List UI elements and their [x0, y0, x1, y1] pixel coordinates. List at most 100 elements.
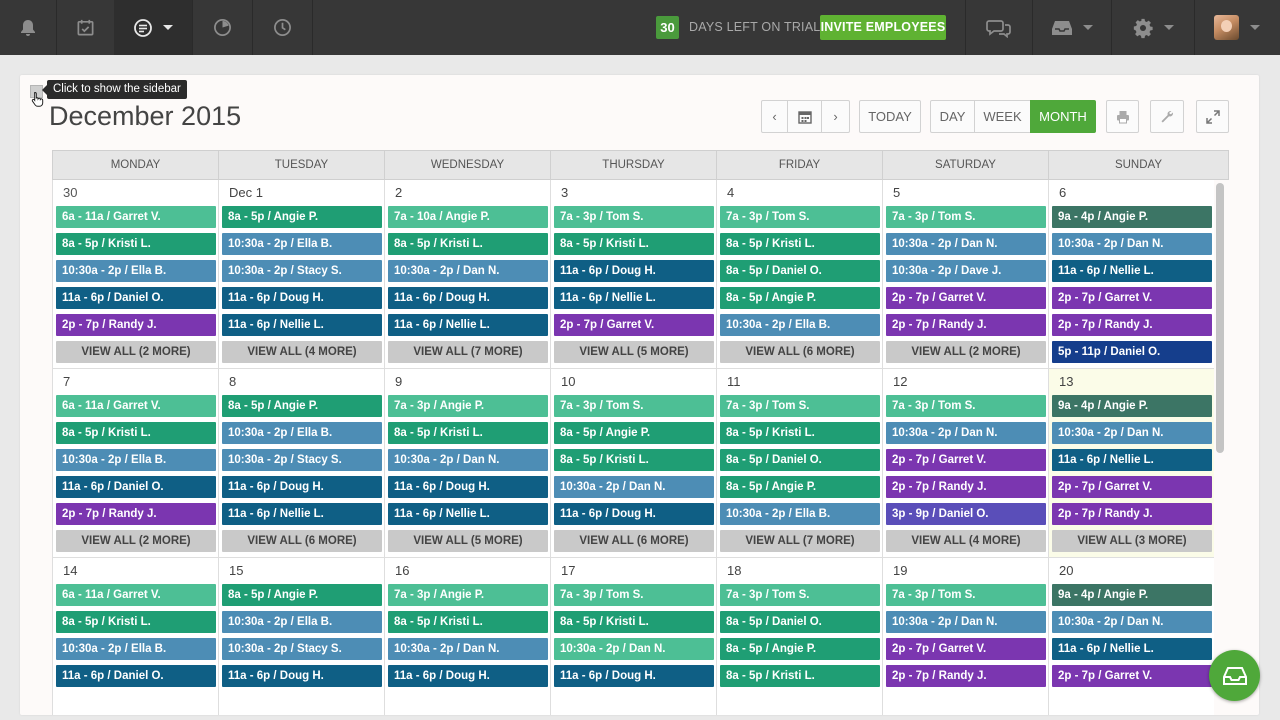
- shift-block[interactable]: 8a - 5p / Kristi L.: [56, 611, 216, 633]
- calendar-day-cell[interactable]: 5 7a - 3p / Tom S. 10:30a - 2p / Dan N. 10:…: [882, 180, 1048, 369]
- shift-block[interactable]: 10:30a - 2p / Dan N.: [886, 422, 1046, 444]
- view-all-button[interactable]: VIEW ALL (7 MORE): [720, 530, 880, 552]
- calendar-day-cell[interactable]: 3 7a - 3p / Tom S. 8a - 5p / Kristi L. 11a …: [550, 180, 716, 369]
- shift-block[interactable]: 7a - 3p / Tom S.: [554, 395, 714, 417]
- messages-button[interactable]: [965, 0, 1032, 55]
- shift-block[interactable]: 7a - 3p / Tom S.: [886, 206, 1046, 228]
- shift-block[interactable]: 10:30a - 2p / Dan N.: [1052, 422, 1212, 444]
- shift-block[interactable]: 10:30a - 2p / Stacy S.: [222, 260, 382, 282]
- shift-block[interactable]: 11a - 6p / Nellie L.: [554, 287, 714, 309]
- view-all-button[interactable]: VIEW ALL (6 MORE): [222, 530, 382, 552]
- shift-block[interactable]: 7a - 3p / Tom S.: [886, 395, 1046, 417]
- calendar-day-cell[interactable]: 8 8a - 5p / Angie P. 10:30a - 2p / Ella B.…: [218, 369, 384, 558]
- shift-block[interactable]: 2p - 7p / Garret V.: [554, 314, 714, 336]
- inbox-dropdown-button[interactable]: [1032, 0, 1111, 55]
- shift-block[interactable]: 2p - 7p / Garret V.: [1052, 665, 1212, 687]
- next-month-button[interactable]: ›: [821, 100, 850, 133]
- shift-block[interactable]: 2p - 7p / Garret V.: [1052, 287, 1212, 309]
- view-all-button[interactable]: VIEW ALL (6 MORE): [720, 341, 880, 363]
- account-dropdown-button[interactable]: [1194, 0, 1280, 55]
- shift-block[interactable]: 2p - 7p / Garret V.: [886, 449, 1046, 471]
- shift-block[interactable]: 11a - 6p / Doug H.: [222, 287, 382, 309]
- shift-block[interactable]: 2p - 7p / Randy J.: [1052, 314, 1212, 336]
- calendar-day-cell[interactable]: 16 7a - 3p / Angie P. 8a - 5p / Kristi L. 1…: [384, 558, 550, 715]
- shift-block[interactable]: 2p - 7p / Randy J.: [886, 476, 1046, 498]
- shift-block[interactable]: 8a - 5p / Kristi L.: [388, 422, 548, 444]
- calendar-day-cell[interactable]: 9 7a - 3p / Angie P. 8a - 5p / Kristi L. 10…: [384, 369, 550, 558]
- shift-block[interactable]: 9a - 4p / Angie P.: [1052, 206, 1212, 228]
- shift-block[interactable]: 9a - 4p / Angie P.: [1052, 584, 1212, 606]
- shift-block[interactable]: 6a - 11a / Garret V.: [56, 584, 216, 606]
- shift-block[interactable]: 10:30a - 2p / Ella B.: [222, 422, 382, 444]
- view-all-button[interactable]: VIEW ALL (2 MORE): [56, 530, 216, 552]
- shift-block[interactable]: 2p - 7p / Randy J.: [56, 503, 216, 525]
- shift-block[interactable]: 8a - 5p / Kristi L.: [720, 233, 880, 255]
- shift-block[interactable]: 2p - 7p / Randy J.: [886, 665, 1046, 687]
- calendar-day-cell[interactable]: 20 9a - 4p / Angie P. 10:30a - 2p / Dan N.…: [1048, 558, 1214, 715]
- view-all-button[interactable]: VIEW ALL (4 MORE): [886, 530, 1046, 552]
- view-all-button[interactable]: VIEW ALL (5 MORE): [554, 341, 714, 363]
- shift-block[interactable]: 11a - 6p / Doug H.: [554, 503, 714, 525]
- shift-block[interactable]: 8a - 5p / Angie P.: [222, 206, 382, 228]
- shift-block[interactable]: 11a - 6p / Nellie L.: [222, 503, 382, 525]
- shift-block[interactable]: 8a - 5p / Kristi L.: [554, 449, 714, 471]
- reports-button[interactable]: [192, 0, 253, 55]
- shift-block[interactable]: 10:30a - 2p / Stacy S.: [222, 638, 382, 660]
- view-all-button[interactable]: VIEW ALL (3 MORE): [1052, 530, 1212, 552]
- calendar-day-cell[interactable]: 18 7a - 3p / Tom S. 8a - 5p / Daniel O. 8a …: [716, 558, 882, 715]
- shift-block[interactable]: 10:30a - 2p / Ella B.: [222, 611, 382, 633]
- view-all-button[interactable]: VIEW ALL (5 MORE): [388, 530, 548, 552]
- shift-block[interactable]: 8a - 5p / Angie P.: [720, 287, 880, 309]
- today-button[interactable]: TODAY: [859, 100, 921, 133]
- calendar-day-cell[interactable]: 4 7a - 3p / Tom S. 8a - 5p / Kristi L. 8a -…: [716, 180, 882, 369]
- inbox-floating-button[interactable]: [1209, 650, 1260, 701]
- shift-block[interactable]: 8a - 5p / Kristi L.: [554, 233, 714, 255]
- shift-block[interactable]: 7a - 3p / Tom S.: [886, 584, 1046, 606]
- shift-block[interactable]: 7a - 3p / Angie P.: [388, 395, 548, 417]
- calendar-day-cell[interactable]: Dec 1 8a - 5p / Angie P. 10:30a - 2p / Ell…: [218, 180, 384, 369]
- shift-block[interactable]: 7a - 3p / Tom S.: [554, 206, 714, 228]
- invite-employees-button[interactable]: INVITE EMPLOYEES: [820, 15, 946, 40]
- shift-block[interactable]: 2p - 7p / Garret V.: [886, 638, 1046, 660]
- shift-block[interactable]: 8a - 5p / Kristi L.: [554, 611, 714, 633]
- shift-block[interactable]: 2p - 7p / Garret V.: [886, 287, 1046, 309]
- schedule-button[interactable]: [56, 0, 115, 55]
- calendar-day-cell[interactable]: 12 7a - 3p / Tom S. 10:30a - 2p / Dan N. 2p…: [882, 369, 1048, 558]
- calendar-day-cell[interactable]: 10 7a - 3p / Tom S. 8a - 5p / Angie P. 8a -…: [550, 369, 716, 558]
- calendar-scrollbar[interactable]: [1216, 183, 1224, 453]
- shift-block[interactable]: 8a - 5p / Daniel O.: [720, 260, 880, 282]
- calendar-day-cell[interactable]: 2 7a - 10a / Angie P. 8a - 5p / Kristi L. 1…: [384, 180, 550, 369]
- settings-tools-button[interactable]: [1150, 100, 1184, 133]
- shift-block[interactable]: 5p - 11p / Daniel O.: [1052, 341, 1212, 363]
- view-all-button[interactable]: VIEW ALL (2 MORE): [56, 341, 216, 363]
- shift-block[interactable]: 8a - 5p / Kristi L.: [720, 665, 880, 687]
- shift-block[interactable]: 10:30a - 2p / Dan N.: [554, 476, 714, 498]
- shift-block[interactable]: 10:30a - 2p / Dan N.: [1052, 233, 1212, 255]
- shift-block[interactable]: 10:30a - 2p / Ella B.: [56, 260, 216, 282]
- shift-block[interactable]: 8a - 5p / Kristi L.: [56, 422, 216, 444]
- avatar[interactable]: [1214, 15, 1239, 40]
- shift-block[interactable]: 8a - 5p / Kristi L.: [56, 233, 216, 255]
- view-all-button[interactable]: VIEW ALL (2 MORE): [886, 341, 1046, 363]
- shift-block[interactable]: 8a - 5p / Kristi L.: [720, 422, 880, 444]
- menu-dropdown-button[interactable]: [114, 0, 193, 55]
- settings-dropdown-button[interactable]: [1111, 0, 1194, 55]
- shift-block[interactable]: 2p - 7p / Randy J.: [1052, 503, 1212, 525]
- shift-block[interactable]: 2p - 7p / Randy J.: [56, 314, 216, 336]
- shift-block[interactable]: 3p - 9p / Daniel O.: [886, 503, 1046, 525]
- shift-block[interactable]: 10:30a - 2p / Dan N.: [554, 638, 714, 660]
- previous-month-button[interactable]: ‹: [761, 100, 788, 133]
- shift-block[interactable]: 10:30a - 2p / Ella B.: [720, 503, 880, 525]
- shift-block[interactable]: 8a - 5p / Angie P.: [222, 395, 382, 417]
- fullscreen-button[interactable]: [1196, 100, 1229, 133]
- shift-block[interactable]: 11a - 6p / Doug H.: [222, 476, 382, 498]
- shift-block[interactable]: 7a - 3p / Tom S.: [554, 584, 714, 606]
- day-view-button[interactable]: DAY: [930, 100, 975, 133]
- calendar-day-cell[interactable]: 30 6a - 11a / Garret V. 8a - 5p / Kristi L…: [52, 180, 218, 369]
- shift-block[interactable]: 8a - 5p / Daniel O.: [720, 449, 880, 471]
- print-button[interactable]: [1106, 100, 1139, 133]
- notifications-button[interactable]: [0, 0, 57, 55]
- shift-block[interactable]: 11a - 6p / Nellie L.: [388, 314, 548, 336]
- shift-block[interactable]: 11a - 6p / Doug H.: [388, 287, 548, 309]
- shift-block[interactable]: 7a - 3p / Tom S.: [720, 206, 880, 228]
